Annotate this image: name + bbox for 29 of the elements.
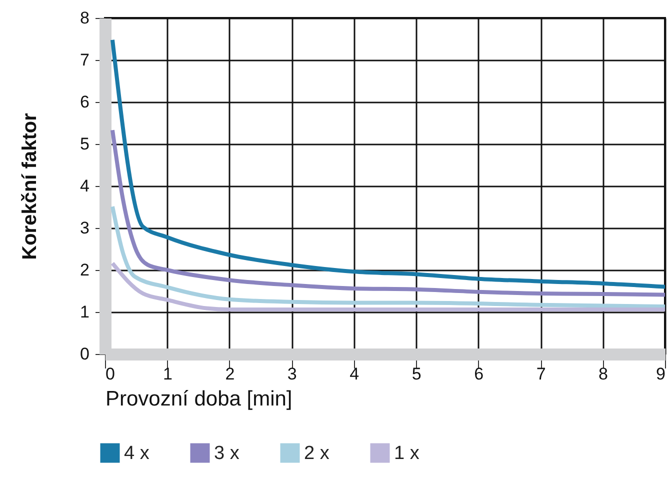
y-tick-label: 7 bbox=[80, 50, 90, 70]
legend-label: 3 x bbox=[214, 443, 240, 464]
legend-label: 4 x bbox=[124, 443, 150, 464]
y-tick-label: 2 bbox=[80, 260, 90, 280]
line-series bbox=[110, 204, 665, 309]
y-tick-label: 4 bbox=[80, 176, 90, 196]
line-series bbox=[110, 128, 665, 297]
y-tick-label: 0 bbox=[80, 344, 90, 364]
legend-label: 1 x bbox=[394, 443, 420, 464]
x-tick-label: 0 bbox=[106, 364, 115, 384]
y-tick-label: 8 bbox=[80, 8, 90, 28]
y-tick-label: 1 bbox=[80, 302, 90, 322]
line-series bbox=[110, 261, 665, 312]
x-tick-label: 8 bbox=[598, 364, 608, 384]
x-tick-label: 2 bbox=[225, 364, 235, 384]
y-tick-label: 3 bbox=[80, 218, 90, 238]
y-axis-title: Korekční faktor bbox=[19, 112, 42, 260]
x-tick-label: 4 bbox=[350, 364, 360, 384]
x-tick-label: 5 bbox=[412, 364, 422, 384]
x-tick-label: 7 bbox=[536, 364, 546, 384]
y-tick-label: 6 bbox=[80, 92, 90, 112]
x-tick-label: 9 bbox=[656, 364, 666, 384]
legend-label: 2 x bbox=[304, 443, 330, 464]
x-tick-label: 1 bbox=[162, 364, 172, 384]
y-tick-label: 5 bbox=[80, 134, 90, 154]
x-axis-title: Provozní doba [min] bbox=[106, 388, 292, 410]
line-series bbox=[110, 38, 665, 289]
x-tick-label: 3 bbox=[287, 364, 297, 384]
x-tick-label: 6 bbox=[474, 364, 484, 384]
